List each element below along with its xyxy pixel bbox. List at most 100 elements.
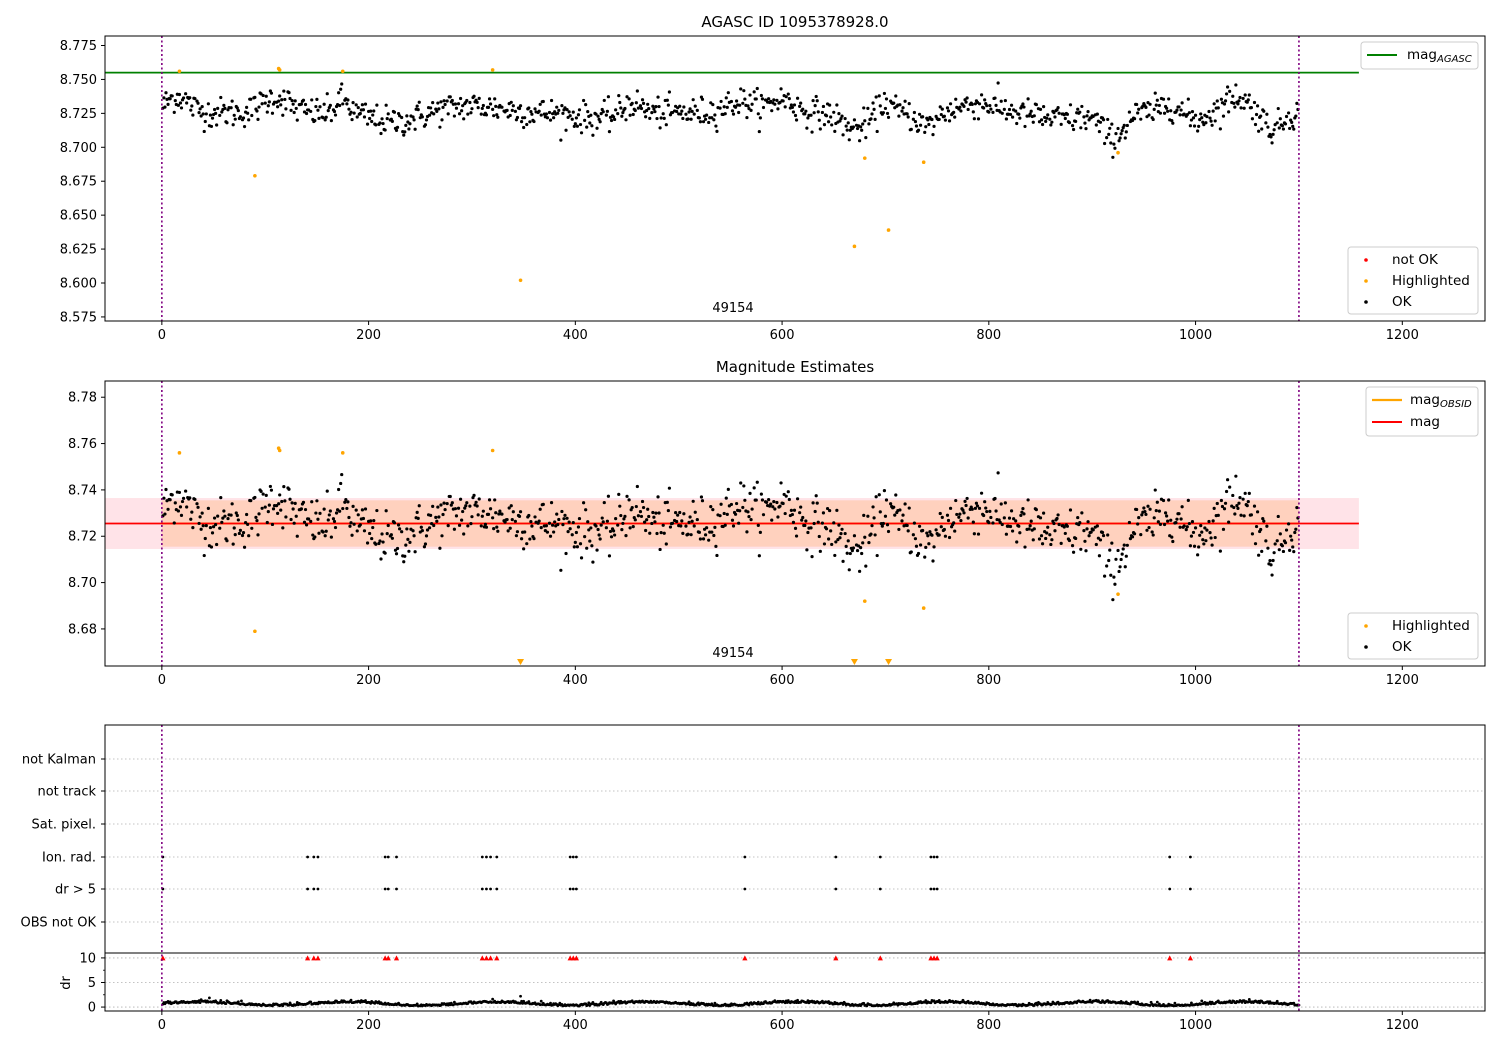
ok-point	[993, 496, 997, 501]
ok-point	[817, 118, 821, 122]
ok-point	[781, 99, 785, 103]
flag-point	[386, 855, 390, 859]
dr-point	[415, 1002, 419, 1006]
ok-point	[636, 106, 640, 110]
ok-point	[341, 102, 345, 106]
ok-point	[822, 123, 827, 127]
ok-point	[268, 484, 272, 489]
ok-point	[212, 107, 217, 112]
ok-point	[457, 523, 462, 527]
ok-point	[1283, 541, 1288, 545]
ok-point	[519, 120, 524, 124]
ok-point	[246, 522, 250, 527]
ok-point	[1178, 113, 1182, 117]
ok-point	[466, 524, 470, 528]
dr-point	[1036, 1003, 1039, 1007]
ok-point	[454, 106, 459, 110]
ok-point	[515, 530, 520, 534]
ok-point	[222, 509, 226, 513]
ok-point	[739, 87, 743, 91]
ok-point	[250, 113, 254, 118]
ok-point	[324, 529, 328, 533]
ok-point	[962, 104, 966, 109]
ok-point	[218, 526, 222, 530]
ok-point	[226, 516, 230, 521]
ok-point	[343, 500, 347, 504]
ok-point	[333, 113, 338, 117]
ok-point	[998, 520, 1002, 525]
ok-point	[1290, 120, 1294, 124]
ok-point	[616, 523, 620, 527]
ok-point	[420, 529, 424, 533]
ok-point	[1070, 544, 1075, 548]
ok-point	[403, 130, 407, 134]
ok-point	[333, 525, 338, 530]
ok-point	[749, 517, 753, 522]
ok-point	[809, 526, 813, 530]
highlighted-point	[921, 606, 926, 610]
ok-point	[532, 537, 536, 541]
ok-point	[424, 118, 429, 122]
ok-point	[1207, 109, 1211, 114]
flag-point	[1188, 855, 1192, 859]
ok-point	[938, 105, 942, 109]
ok-point	[1165, 514, 1169, 518]
ok-point	[537, 519, 541, 523]
ok-point	[564, 128, 568, 132]
flag-point	[495, 887, 499, 891]
ok-point	[631, 112, 635, 117]
ok-point	[346, 98, 350, 102]
legend-ok: OK	[1392, 294, 1413, 310]
y-tick-label: 8.600	[60, 277, 97, 292]
ok-point	[360, 508, 364, 512]
flag-point	[1188, 887, 1192, 891]
ok-point	[1260, 127, 1264, 131]
ok-point	[883, 514, 888, 518]
ok-point	[863, 535, 867, 539]
dr-tick-label: 10	[79, 951, 96, 966]
ok-point	[926, 118, 930, 122]
ok-point	[648, 531, 652, 535]
ok-point	[223, 106, 227, 110]
ok-point	[1191, 116, 1196, 120]
ok-point	[1008, 524, 1013, 529]
ok-point	[184, 489, 188, 493]
ok-point	[310, 98, 314, 102]
ok-point	[938, 511, 942, 516]
ok-point	[523, 116, 527, 120]
ok-point	[460, 518, 464, 522]
flag-point	[743, 887, 747, 891]
ok-point	[510, 517, 514, 522]
ok-point	[517, 106, 522, 111]
ok-point	[952, 521, 956, 525]
ok-point	[877, 493, 881, 497]
highlighted-point	[886, 228, 891, 232]
dr-clipped-marker	[573, 955, 579, 961]
ok-point	[681, 531, 685, 535]
ok-point	[462, 532, 466, 536]
ok-point	[1232, 101, 1236, 105]
ok-point	[1162, 111, 1167, 115]
ok-point	[348, 524, 352, 528]
dr-point	[795, 1001, 798, 1005]
ok-point	[801, 107, 805, 111]
ok-point	[381, 540, 385, 544]
ok-point	[352, 522, 356, 526]
ok-point	[601, 520, 605, 524]
ok-point	[481, 103, 485, 108]
ok-point	[1280, 124, 1284, 128]
ok-point	[999, 99, 1003, 103]
flag-row-label: Sat. pixel.	[32, 818, 96, 833]
ok-point	[1262, 109, 1266, 113]
ok-point	[606, 95, 611, 99]
ok-point	[481, 509, 485, 513]
ok-point	[338, 509, 342, 513]
dr-point	[224, 1002, 228, 1005]
ok-point	[609, 535, 614, 539]
ok-point	[1063, 116, 1067, 121]
dr-point	[294, 1003, 298, 1007]
ok-point	[1278, 117, 1282, 121]
ok-point	[1250, 117, 1255, 121]
ok-point	[701, 537, 706, 541]
ok-point	[214, 523, 218, 527]
